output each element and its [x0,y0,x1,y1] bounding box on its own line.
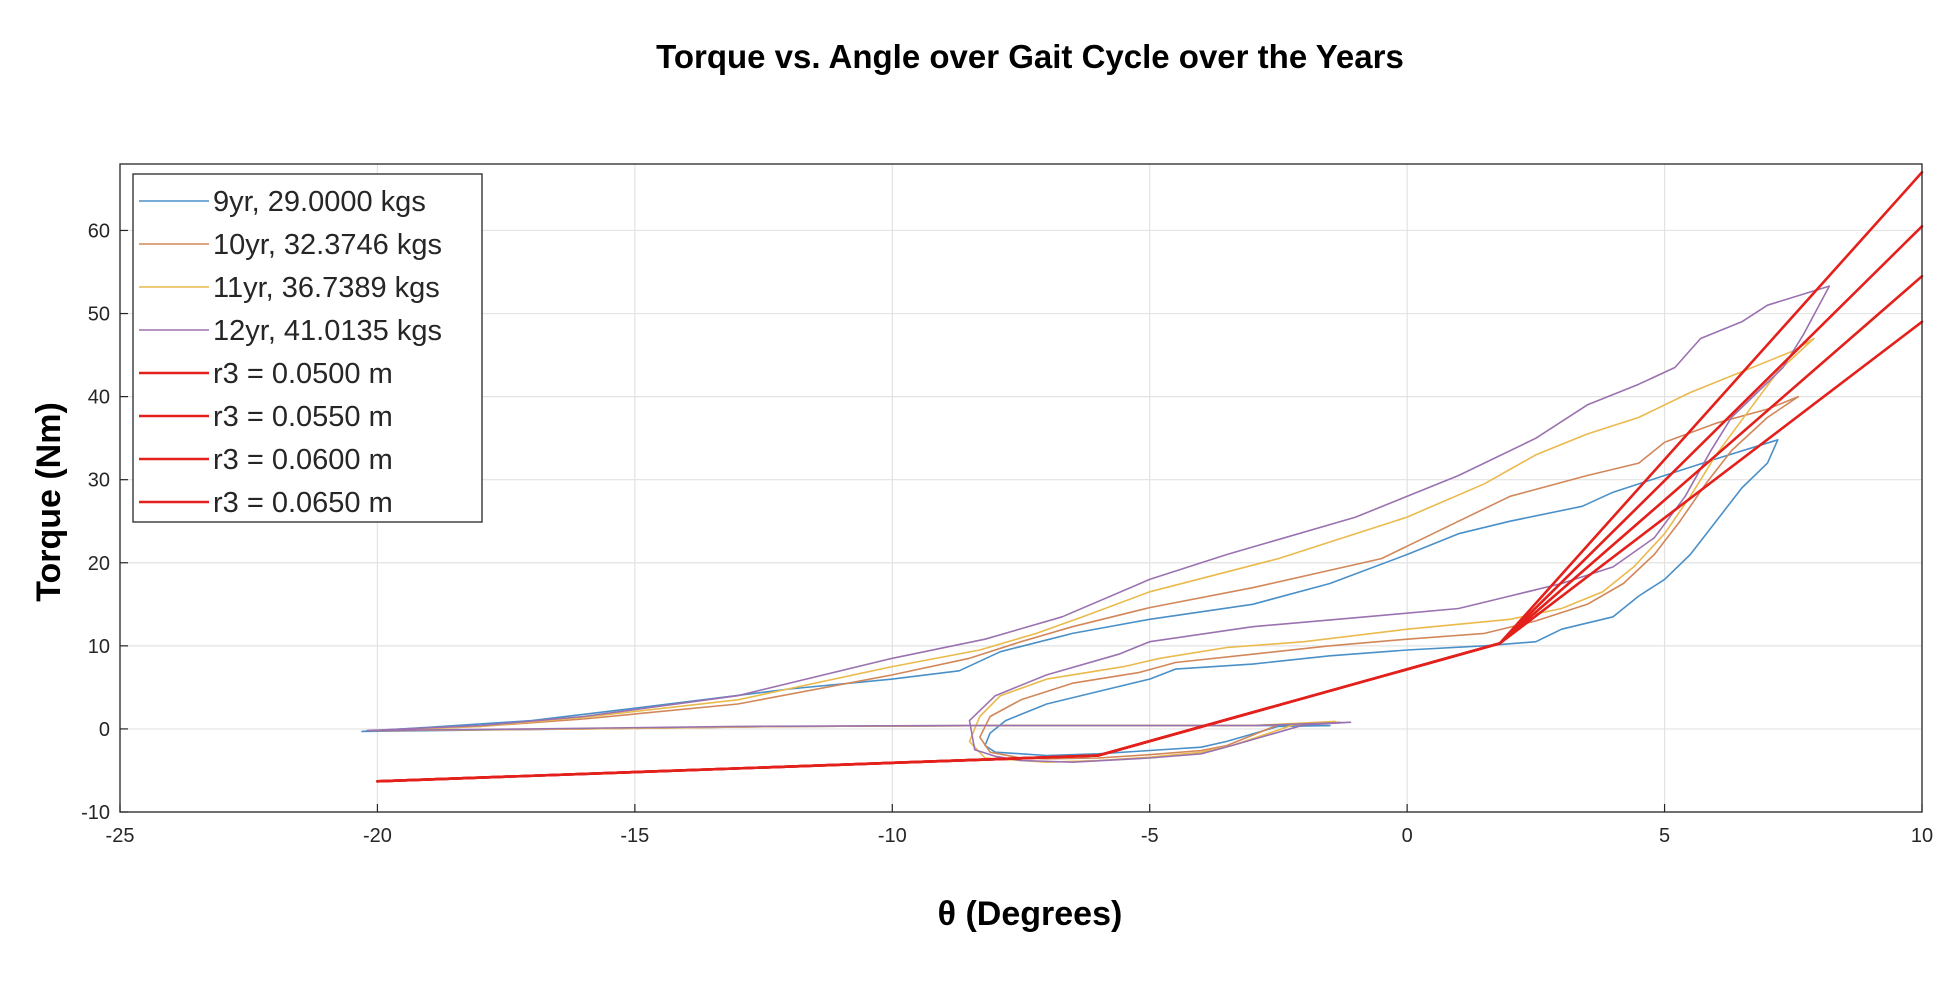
x-tick-label: 0 [1402,825,1413,847]
plot-frame [119,163,1923,813]
y-axis-label: Torque (Nm) [30,402,68,602]
y-tick-label: 30 [88,470,110,492]
x-tick-label: -15 [620,825,649,847]
series-line-8 [376,171,1924,783]
legend-entry-2: 10yr, 32.3746 kgs [213,229,442,261]
x-tick-label: 10 [1911,825,1933,847]
legend-entry-8: r3 = 0.0650 m [213,487,393,519]
y-tick-label: 60 [88,220,110,242]
x-tick-label: -10 [878,825,907,847]
y-tick-label: 10 [88,636,110,658]
series-line-4 [366,285,1831,764]
series-line-2 [376,395,1800,760]
series-group [361,171,1924,783]
x-tick-label: -5 [1141,825,1159,847]
legend-entry-7: r3 = 0.0600 m [213,444,393,476]
legend: 9yr, 29.0000 kgs 10yr, 32.3746 kgs 11yr, 3… [132,173,483,523]
legend-box [132,173,483,523]
legend-entry-3: 11yr, 36.7389 kgs [213,272,440,304]
legend-entry-6: r3 = 0.0550 m [213,401,393,433]
y-tick-label: 50 [88,304,110,326]
x-tick-label: 5 [1659,825,1670,847]
y-tick-label: -10 [81,802,110,824]
y-tick-label: 20 [88,553,110,575]
x-tick-label: -20 [363,825,392,847]
chart-title: Torque vs. Angle over Gait Cycle over th… [656,38,1404,75]
series-line-1 [361,438,1779,757]
ticks: -25 -20 -15 -10 -5 0 5 10 -10 0 10 20 30 40 50 60 [81,220,1933,847]
x-tick-label: -25 [106,825,135,847]
x-axis-label: θ (Degrees) [938,895,1123,933]
series-line-3 [371,337,1815,764]
legend-entry-5: r3 = 0.0500 m [213,358,393,390]
legend-entry-4: 12yr, 41.0135 kgs [213,315,442,347]
y-tick-label: 40 [88,387,110,409]
y-tick-label: 0 [99,719,110,741]
legend-entry-1: 9yr, 29.0000 kgs [213,186,426,218]
